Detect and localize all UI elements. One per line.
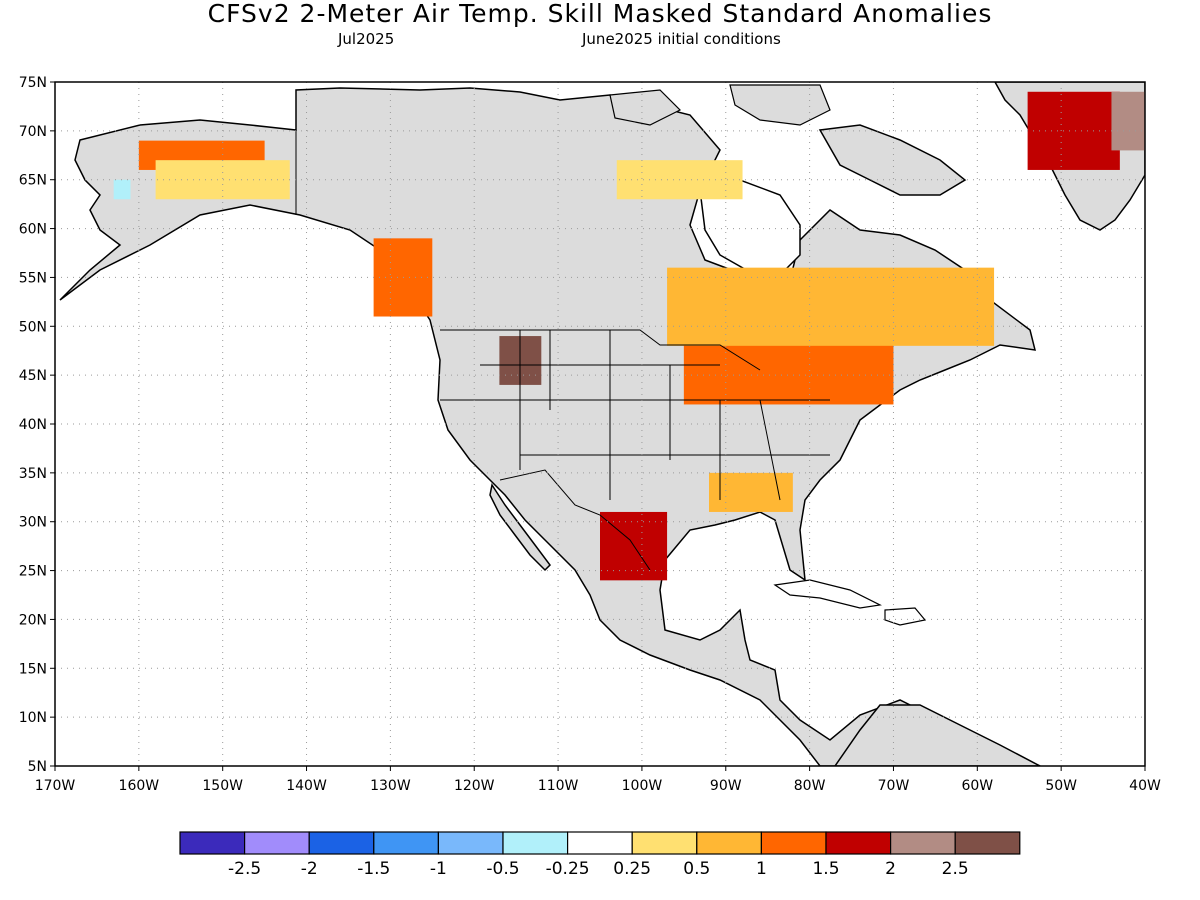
lon-tick-label: 140W [286, 778, 327, 794]
colorbar-label: 0.5 [683, 859, 710, 879]
lon-tick-label: 170W [35, 778, 76, 794]
colorbar-label: -2.5 [228, 859, 261, 879]
us-canada-border [440, 329, 761, 371]
anomaly-patch [709, 472, 793, 512]
lat-tick-label: 60N [19, 222, 47, 238]
baja-california [489, 483, 551, 572]
lon-tick-label: 40W [1129, 778, 1161, 794]
colorbar-label: -0.5 [486, 859, 519, 879]
colorbar-swatch [825, 831, 892, 855]
colorbar-label: -1 [430, 859, 447, 879]
colorbar-label: 1 [756, 859, 767, 879]
colorbar-swatch [696, 831, 762, 855]
lon-tick-label: 150W [202, 778, 243, 794]
lat-tick-label: 40N [19, 417, 47, 433]
colorbar-label: 1.5 [812, 859, 839, 879]
lat-tick-label: 50N [19, 319, 47, 335]
anomaly-patch [667, 267, 995, 346]
colorbar-label: -0.25 [546, 859, 590, 879]
colorbar-label: 2 [885, 859, 896, 879]
colorbar-swatch [631, 831, 698, 855]
lon-tick-label: 90W [710, 778, 742, 794]
colorbar-swatch [954, 831, 1021, 855]
lon-tick-label: 60W [961, 778, 993, 794]
us-mexico-border [499, 469, 651, 571]
colorbar-label: -1.5 [357, 859, 390, 879]
lon-tick-label: 130W [370, 778, 411, 794]
hispaniola [884, 607, 927, 626]
lat-tick-label: 10N [19, 710, 47, 726]
colorbar-label: -2 [301, 859, 318, 879]
anomaly-patch [1027, 91, 1120, 170]
lat-tick-label: 65N [19, 173, 47, 189]
anomaly-patch [1111, 91, 1145, 151]
colorbar-swatch [502, 831, 569, 855]
lat-tick-label: 25N [19, 564, 47, 580]
colorbar-swatch [889, 831, 956, 855]
lat-tick-label: 70N [19, 124, 47, 140]
colorbar-label: 2.5 [942, 859, 969, 879]
lat-tick-label: 35N [19, 466, 47, 482]
map-title: CFSv2 2-Meter Air Temp. Skill Masked Sta… [207, 0, 993, 28]
arctic-island [609, 89, 682, 126]
lon-tick-label: 80W [794, 778, 826, 794]
lat-tick-label: 30N [19, 515, 47, 531]
lon-tick-label: 120W [454, 778, 495, 794]
colorbar-label: 0.25 [613, 859, 651, 879]
latitude-axis: 75N 70N 65N 60N 55N 50N 45N 40N 35N 30N 25N 20N 15N 1… [19, 75, 55, 775]
lat-tick-label: 75N [19, 75, 47, 91]
longitude-axis: 170W 160W 150W 140W 130W 120W 110W 100W 90W 80W 70… [35, 766, 1161, 794]
baffin-island [818, 124, 967, 196]
colorbar-swatch [566, 831, 633, 855]
lat-tick-label: 15N [19, 661, 47, 677]
cuba [773, 579, 882, 609]
colorbar-swatch [373, 831, 439, 855]
political-boundaries [295, 130, 830, 571]
hudson-bay [699, 179, 801, 276]
arctic-island [729, 84, 831, 126]
colorbar-swatch [179, 831, 246, 855]
lat-tick-label: 20N [19, 612, 47, 628]
anomaly-patch [373, 238, 433, 317]
colorbar-swatch [437, 831, 504, 855]
lat-tick-label: 45N [19, 368, 47, 384]
anomaly-patch [113, 179, 131, 200]
valid-month-label: Jul2025 [338, 30, 395, 48]
south-america [834, 704, 1041, 766]
lat-tick-label: 55N [19, 270, 47, 286]
initial-conditions-label: June2025 initial conditions [582, 30, 781, 48]
lon-tick-label: 70W [878, 778, 910, 794]
colorbar-swatch [760, 831, 827, 855]
colorbar-swatch [308, 831, 375, 855]
lat-tick-label: 5N [28, 759, 47, 775]
lon-tick-label: 110W [538, 778, 579, 794]
lon-tick-label: 100W [622, 778, 663, 794]
lon-tick-label: 160W [119, 778, 160, 794]
colorbar-swatch [244, 831, 310, 855]
state-line [440, 364, 830, 456]
lon-tick-label: 50W [1045, 778, 1077, 794]
colorbar: -2.5 -2 -1.5 -1 -0.5 -0.25 0.25 0.5 1 1.5 2 2.5 [179, 831, 1021, 879]
